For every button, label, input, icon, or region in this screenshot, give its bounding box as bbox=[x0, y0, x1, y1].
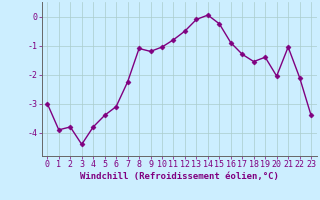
X-axis label: Windchill (Refroidissement éolien,°C): Windchill (Refroidissement éolien,°C) bbox=[80, 172, 279, 181]
